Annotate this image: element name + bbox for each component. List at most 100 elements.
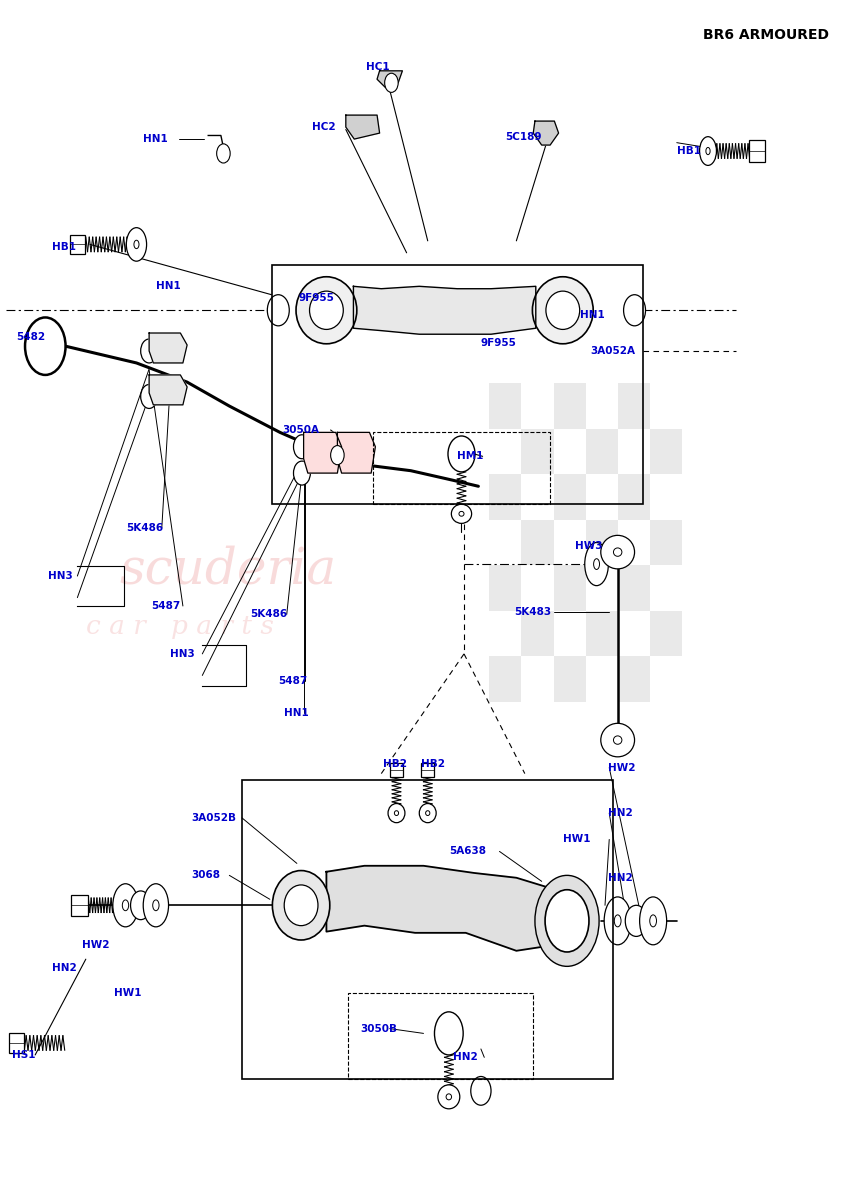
Text: HN1: HN1 — [143, 134, 168, 144]
Text: 3050A: 3050A — [283, 425, 319, 434]
Polygon shape — [326, 865, 571, 950]
Polygon shape — [149, 374, 187, 404]
Text: HN1: HN1 — [285, 708, 309, 718]
Bar — [749, 140, 766, 162]
Circle shape — [141, 384, 158, 408]
Bar — [617, 520, 650, 565]
Bar — [522, 520, 553, 565]
Circle shape — [217, 144, 230, 163]
Bar — [69, 235, 85, 254]
Text: c a r   p a r t s: c a r p a r t s — [86, 614, 274, 638]
Circle shape — [25, 318, 65, 374]
Bar — [272, 265, 643, 504]
Ellipse shape — [546, 292, 579, 330]
Text: HB1: HB1 — [677, 146, 700, 156]
Circle shape — [130, 890, 151, 919]
Ellipse shape — [143, 883, 169, 926]
Bar — [522, 428, 553, 474]
Bar — [617, 656, 650, 702]
Ellipse shape — [584, 542, 608, 586]
Text: HW1: HW1 — [562, 834, 590, 845]
Ellipse shape — [134, 240, 139, 248]
Ellipse shape — [388, 804, 405, 823]
Bar — [585, 520, 617, 565]
Bar — [522, 611, 553, 656]
Text: HW2: HW2 — [607, 763, 635, 773]
Text: 9F955: 9F955 — [298, 293, 335, 304]
Text: 5487: 5487 — [152, 601, 181, 611]
Text: HN2: HN2 — [607, 808, 633, 818]
Bar — [553, 656, 585, 702]
Ellipse shape — [459, 511, 464, 516]
Ellipse shape — [446, 1094, 451, 1100]
Bar — [553, 383, 585, 428]
Text: 3050B: 3050B — [360, 1024, 397, 1033]
Polygon shape — [303, 432, 341, 473]
Polygon shape — [353, 287, 536, 335]
Ellipse shape — [435, 1012, 463, 1055]
Bar — [553, 611, 585, 656]
Text: HC2: HC2 — [312, 122, 335, 132]
Bar — [617, 383, 650, 428]
Bar — [553, 520, 585, 565]
Text: HC1: HC1 — [366, 62, 390, 72]
Ellipse shape — [152, 900, 159, 911]
Ellipse shape — [273, 870, 329, 940]
Bar — [490, 383, 522, 428]
Ellipse shape — [601, 724, 634, 757]
Circle shape — [385, 73, 398, 92]
Polygon shape — [149, 334, 187, 362]
Bar — [617, 565, 650, 611]
Bar — [585, 656, 617, 702]
Ellipse shape — [448, 436, 475, 472]
Bar — [585, 428, 617, 474]
Text: HW1: HW1 — [113, 988, 141, 997]
Bar — [9, 1033, 25, 1052]
Circle shape — [471, 1076, 491, 1105]
Text: HN3: HN3 — [170, 649, 195, 659]
Text: 5482: 5482 — [17, 331, 46, 342]
Bar — [71, 894, 88, 916]
Bar — [650, 656, 682, 702]
Bar — [617, 428, 650, 474]
Circle shape — [294, 434, 310, 458]
Bar — [390, 763, 403, 778]
Bar — [347, 992, 534, 1079]
Ellipse shape — [438, 1085, 460, 1109]
Ellipse shape — [650, 914, 656, 926]
Bar — [585, 474, 617, 520]
Ellipse shape — [395, 811, 399, 816]
Ellipse shape — [113, 883, 138, 926]
Bar — [490, 520, 522, 565]
Text: 5K486: 5K486 — [251, 610, 288, 619]
Ellipse shape — [601, 535, 634, 569]
Bar — [650, 520, 682, 565]
Text: HB1: HB1 — [52, 242, 76, 252]
Ellipse shape — [285, 884, 318, 925]
Text: HW2: HW2 — [81, 940, 109, 950]
Text: scuderia: scuderia — [119, 545, 337, 595]
Circle shape — [294, 461, 310, 485]
Polygon shape — [377, 71, 402, 88]
Text: HB2: HB2 — [383, 760, 407, 769]
Circle shape — [330, 445, 344, 464]
Bar — [522, 565, 553, 611]
Text: 5487: 5487 — [279, 677, 307, 686]
Polygon shape — [346, 115, 379, 139]
Ellipse shape — [419, 804, 436, 823]
Bar — [490, 565, 522, 611]
Bar — [490, 611, 522, 656]
Bar — [650, 474, 682, 520]
Text: 9F955: 9F955 — [481, 337, 517, 348]
Polygon shape — [534, 121, 558, 145]
Text: HN3: HN3 — [47, 571, 73, 581]
Bar — [650, 611, 682, 656]
Bar — [553, 428, 585, 474]
Bar — [490, 474, 522, 520]
Ellipse shape — [122, 900, 129, 911]
Text: HS1: HS1 — [12, 1050, 35, 1060]
Bar — [522, 656, 553, 702]
Bar — [522, 474, 553, 520]
Bar — [522, 383, 553, 428]
Bar — [242, 780, 613, 1079]
